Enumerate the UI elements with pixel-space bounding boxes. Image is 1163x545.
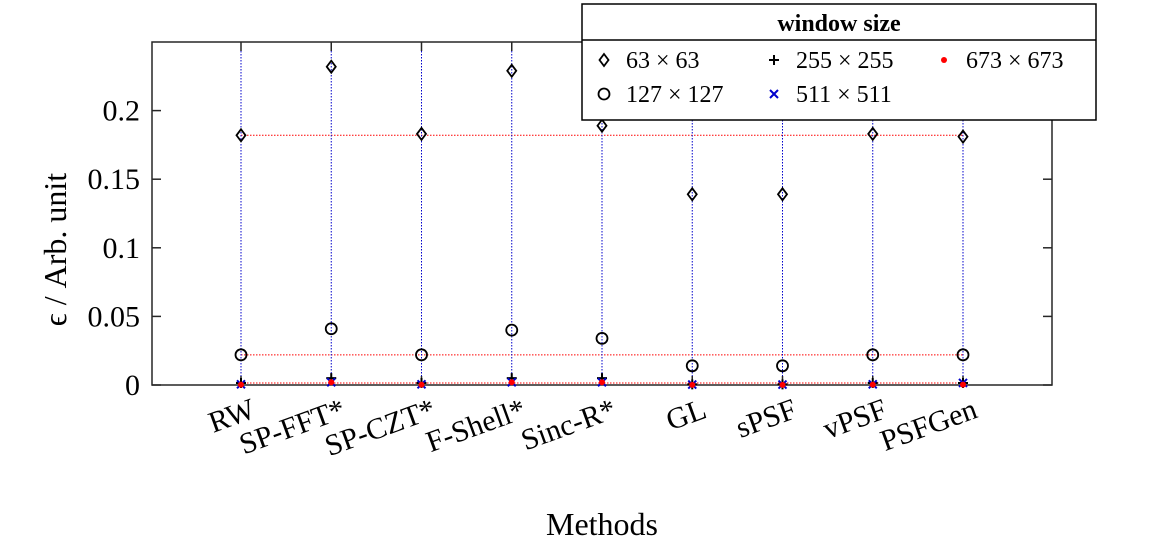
data-point-circle (415, 348, 428, 362)
data-point-diamond (415, 126, 428, 142)
data-point-dot (869, 381, 876, 388)
data-point-diamond (235, 127, 247, 143)
y-tick-label: 0.15 (88, 163, 141, 196)
legend-title: window size (777, 11, 901, 37)
data-point-diamond (867, 126, 879, 142)
y-tick-label: 0.05 (88, 300, 141, 333)
x-tick-label: Sinc-R* (517, 393, 621, 458)
y-tick-label: 0 (125, 369, 140, 402)
legend-marker-plus (769, 55, 779, 65)
data-point-dot (599, 379, 605, 386)
x-tick-label: F-Shell* (422, 393, 530, 459)
legend-entry-label: 673 × 673 (966, 48, 1064, 74)
legend-marker-x (769, 89, 779, 99)
x-axis-label: Methods (546, 506, 658, 542)
data-point-dot (328, 379, 335, 386)
data-point-dot (508, 379, 515, 386)
data-point-circle (866, 348, 880, 362)
x-tick-label: PSFGen (876, 393, 981, 458)
y-axis-label: ϵ / Arb. unit (37, 173, 73, 327)
data-point-circle (324, 322, 338, 336)
data-point-circle (956, 348, 970, 362)
legend-entry-label: 511 × 511 (796, 82, 892, 108)
legend-box (581, 3, 1097, 121)
legend-entry-label: 63 × 63 (626, 48, 700, 74)
tick-labels: 00.050.10.150.2RWSP-FFT*SP-CZT*F-Shell*S… (88, 95, 982, 463)
data-point-circle (234, 348, 248, 362)
data-point-diamond (506, 63, 518, 79)
y-tick-label: 0.2 (103, 95, 141, 128)
data-point-diamond (596, 118, 608, 134)
data-point-circle (595, 331, 609, 345)
data-point-circle (505, 323, 519, 337)
legend-entry-label: 255 × 255 (796, 48, 894, 74)
data-point-diamond (957, 129, 969, 145)
data-point-dot (418, 381, 425, 388)
data-point-diamond (686, 186, 698, 202)
data-point-dot (238, 381, 244, 388)
y-tick-label: 0.1 (103, 232, 141, 265)
data-markers (234, 59, 970, 390)
x-tick-label: GL (662, 393, 711, 438)
data-point-dot (689, 381, 696, 388)
legend-marker-dot (941, 57, 947, 63)
data-point-diamond (776, 186, 789, 202)
x-tick-label: sPSF (732, 393, 801, 445)
data-point-dot (779, 381, 786, 388)
data-point-circle (776, 359, 789, 373)
legend-marker-diamond (598, 52, 610, 68)
data-point-circle (685, 359, 699, 373)
data-point-diamond (325, 59, 337, 75)
data-point-dot (960, 381, 966, 388)
legend: window size 63 × 63 127 × 127 255 × 255 511 … (581, 3, 1097, 121)
legend-entry-label: 127 × 127 (626, 82, 724, 108)
legend-marker-circle (597, 87, 611, 101)
